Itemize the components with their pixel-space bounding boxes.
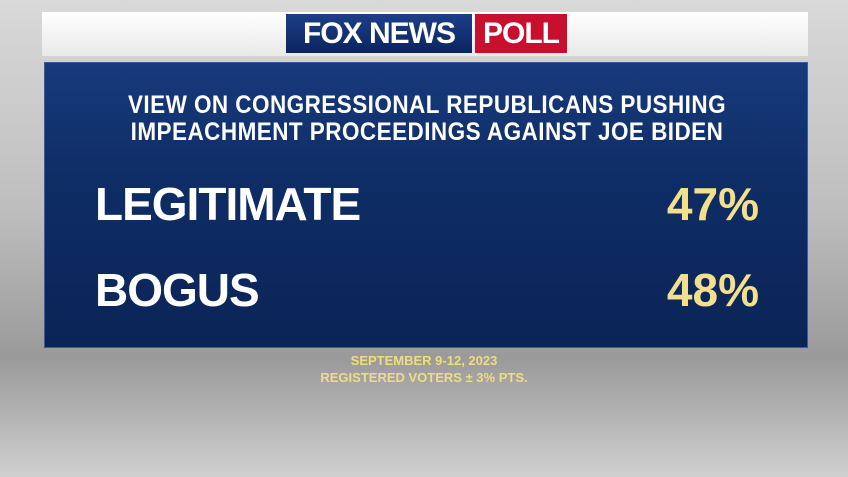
row-value: 48% [666,264,759,316]
row-value: 47% [666,178,759,230]
footer-line: SEPTEMBER 9-12, 2023 [350,353,498,368]
title-line: VIEW ON CONGRESSIONAL REPUBLICANS PUSHIN… [127,91,727,119]
result-panel: VIEW ON CONGRESSIONAL REPUBLICANS PUSHIN… [44,62,808,348]
brand: FOX NEWS [286,14,472,53]
badge: POLL [475,14,567,53]
title-line: IMPEACHMENT PROCEEDINGS AGAINST JOE BIDE… [130,118,724,146]
logo: FOX NEWS POLL [286,14,567,53]
row-label: LEGITIMATE [95,178,361,230]
row-label: BOGUS [95,264,260,316]
footer-line: REGISTERED VOTERS ± 3% PTS. [320,370,528,385]
